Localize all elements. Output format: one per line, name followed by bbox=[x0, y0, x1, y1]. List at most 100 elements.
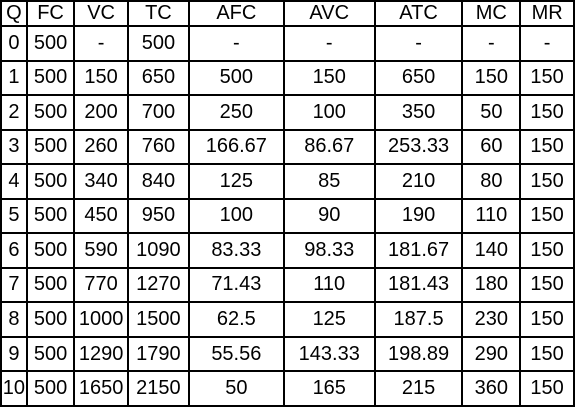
cell-mc[interactable]: 140 bbox=[461, 232, 522, 269]
cell-atc[interactable]: - bbox=[373, 25, 464, 62]
cell-tc[interactable]: 1090 bbox=[126, 232, 190, 269]
cell-afc[interactable]: 250 bbox=[187, 94, 285, 131]
cell-atc[interactable]: 215 bbox=[373, 370, 464, 407]
cell-vc[interactable]: 340 bbox=[73, 163, 129, 200]
cell-avc[interactable]: 100 bbox=[282, 94, 376, 131]
cell-atc[interactable]: 181.43 bbox=[373, 266, 464, 304]
cell-atc[interactable]: 350 bbox=[373, 94, 464, 131]
cell-tc[interactable]: 1500 bbox=[126, 301, 190, 338]
cell-afc[interactable]: - bbox=[187, 25, 285, 62]
cell-q[interactable]: 4 bbox=[0, 163, 28, 200]
cell-mr[interactable]: 150 bbox=[519, 232, 575, 269]
cell-fc[interactable]: 500 bbox=[25, 301, 76, 338]
cell-vc[interactable]: 150 bbox=[73, 59, 129, 97]
cell-tc[interactable]: 500 bbox=[126, 25, 190, 62]
cell-mc[interactable]: 150 bbox=[461, 59, 522, 97]
header-cell-mr[interactable]: MR bbox=[519, 0, 575, 27]
cell-tc[interactable]: 650 bbox=[126, 59, 190, 97]
cell-vc[interactable]: 590 bbox=[73, 232, 129, 269]
cell-q[interactable]: 1 bbox=[0, 59, 28, 97]
cell-mr[interactable]: 150 bbox=[519, 94, 575, 131]
cell-mc[interactable]: 60 bbox=[461, 128, 522, 166]
cell-q[interactable]: 0 bbox=[0, 25, 28, 62]
cell-vc[interactable]: 450 bbox=[73, 197, 129, 235]
header-cell-avc[interactable]: AVC bbox=[282, 0, 376, 27]
cell-q[interactable]: 10 bbox=[0, 370, 28, 407]
cell-tc[interactable]: 840 bbox=[126, 163, 190, 200]
cell-fc[interactable]: 500 bbox=[25, 335, 76, 373]
cell-atc[interactable]: 650 bbox=[373, 59, 464, 97]
cell-fc[interactable]: 500 bbox=[25, 370, 76, 407]
cell-vc[interactable]: 200 bbox=[73, 94, 129, 131]
cell-afc[interactable]: 71.43 bbox=[187, 266, 285, 304]
cell-q[interactable]: 9 bbox=[0, 335, 28, 373]
cell-atc[interactable]: 190 bbox=[373, 197, 464, 235]
header-cell-afc[interactable]: AFC bbox=[187, 0, 285, 27]
cell-mc[interactable]: 180 bbox=[461, 266, 522, 304]
cell-mc[interactable]: - bbox=[461, 25, 522, 62]
cell-avc[interactable]: 150 bbox=[282, 59, 376, 97]
cell-afc[interactable]: 62.5 bbox=[187, 301, 285, 338]
cell-mr[interactable]: 150 bbox=[519, 163, 575, 200]
header-cell-atc[interactable]: ATC bbox=[373, 0, 464, 27]
cell-fc[interactable]: 500 bbox=[25, 59, 76, 97]
cell-fc[interactable]: 500 bbox=[25, 197, 76, 235]
cell-avc[interactable]: 165 bbox=[282, 370, 376, 407]
cell-atc[interactable]: 210 bbox=[373, 163, 464, 200]
cell-avc[interactable]: 98.33 bbox=[282, 232, 376, 269]
cell-afc[interactable]: 100 bbox=[187, 197, 285, 235]
cell-tc[interactable]: 1790 bbox=[126, 335, 190, 373]
cell-tc[interactable]: 760 bbox=[126, 128, 190, 166]
header-cell-q[interactable]: Q bbox=[0, 0, 28, 27]
cell-mr[interactable]: 150 bbox=[519, 266, 575, 304]
header-cell-fc[interactable]: FC bbox=[25, 0, 76, 27]
header-cell-tc[interactable]: TC bbox=[126, 0, 190, 27]
cell-avc[interactable]: 110 bbox=[282, 266, 376, 304]
cell-fc[interactable]: 500 bbox=[25, 163, 76, 200]
cell-mc[interactable]: 50 bbox=[461, 94, 522, 131]
cell-mr[interactable]: 150 bbox=[519, 370, 575, 407]
cell-avc[interactable]: 86.67 bbox=[282, 128, 376, 166]
cell-vc[interactable]: 770 bbox=[73, 266, 129, 304]
cell-atc[interactable]: 187.5 bbox=[373, 301, 464, 338]
cell-afc[interactable]: 83.33 bbox=[187, 232, 285, 269]
cell-q[interactable]: 5 bbox=[0, 197, 28, 235]
cell-afc[interactable]: 50 bbox=[187, 370, 285, 407]
cell-avc[interactable]: 90 bbox=[282, 197, 376, 235]
cell-avc[interactable]: - bbox=[282, 25, 376, 62]
cell-avc[interactable]: 125 bbox=[282, 301, 376, 338]
cell-mc[interactable]: 110 bbox=[461, 197, 522, 235]
cell-mr[interactable]: 150 bbox=[519, 197, 575, 235]
cell-atc[interactable]: 253.33 bbox=[373, 128, 464, 166]
cell-fc[interactable]: 500 bbox=[25, 128, 76, 166]
cell-fc[interactable]: 500 bbox=[25, 232, 76, 269]
cell-q[interactable]: 6 bbox=[0, 232, 28, 269]
cell-tc[interactable]: 700 bbox=[126, 94, 190, 131]
cell-mc[interactable]: 290 bbox=[461, 335, 522, 373]
cell-fc[interactable]: 500 bbox=[25, 94, 76, 131]
cell-fc[interactable]: 500 bbox=[25, 266, 76, 304]
header-cell-vc[interactable]: VC bbox=[73, 0, 129, 27]
cell-mr[interactable]: 150 bbox=[519, 335, 575, 373]
cell-vc[interactable]: - bbox=[73, 25, 129, 62]
cell-mc[interactable]: 360 bbox=[461, 370, 522, 407]
cell-fc[interactable]: 500 bbox=[25, 25, 76, 62]
cell-atc[interactable]: 198.89 bbox=[373, 335, 464, 373]
cell-vc[interactable]: 1000 bbox=[73, 301, 129, 338]
cell-q[interactable]: 3 bbox=[0, 128, 28, 166]
cell-mr[interactable]: - bbox=[519, 25, 575, 62]
cell-atc[interactable]: 181.67 bbox=[373, 232, 464, 269]
cell-vc[interactable]: 1290 bbox=[73, 335, 129, 373]
cell-afc[interactable]: 500 bbox=[187, 59, 285, 97]
cell-tc[interactable]: 950 bbox=[126, 197, 190, 235]
cell-mc[interactable]: 230 bbox=[461, 301, 522, 338]
cell-tc[interactable]: 1270 bbox=[126, 266, 190, 304]
cell-q[interactable]: 7 bbox=[0, 266, 28, 304]
cell-q[interactable]: 2 bbox=[0, 94, 28, 131]
cell-afc[interactable]: 125 bbox=[187, 163, 285, 200]
cell-tc[interactable]: 2150 bbox=[126, 370, 190, 407]
cell-mr[interactable]: 150 bbox=[519, 59, 575, 97]
cell-q[interactable]: 8 bbox=[0, 301, 28, 338]
cell-afc[interactable]: 166.67 bbox=[187, 128, 285, 166]
cell-afc[interactable]: 55.56 bbox=[187, 335, 285, 373]
